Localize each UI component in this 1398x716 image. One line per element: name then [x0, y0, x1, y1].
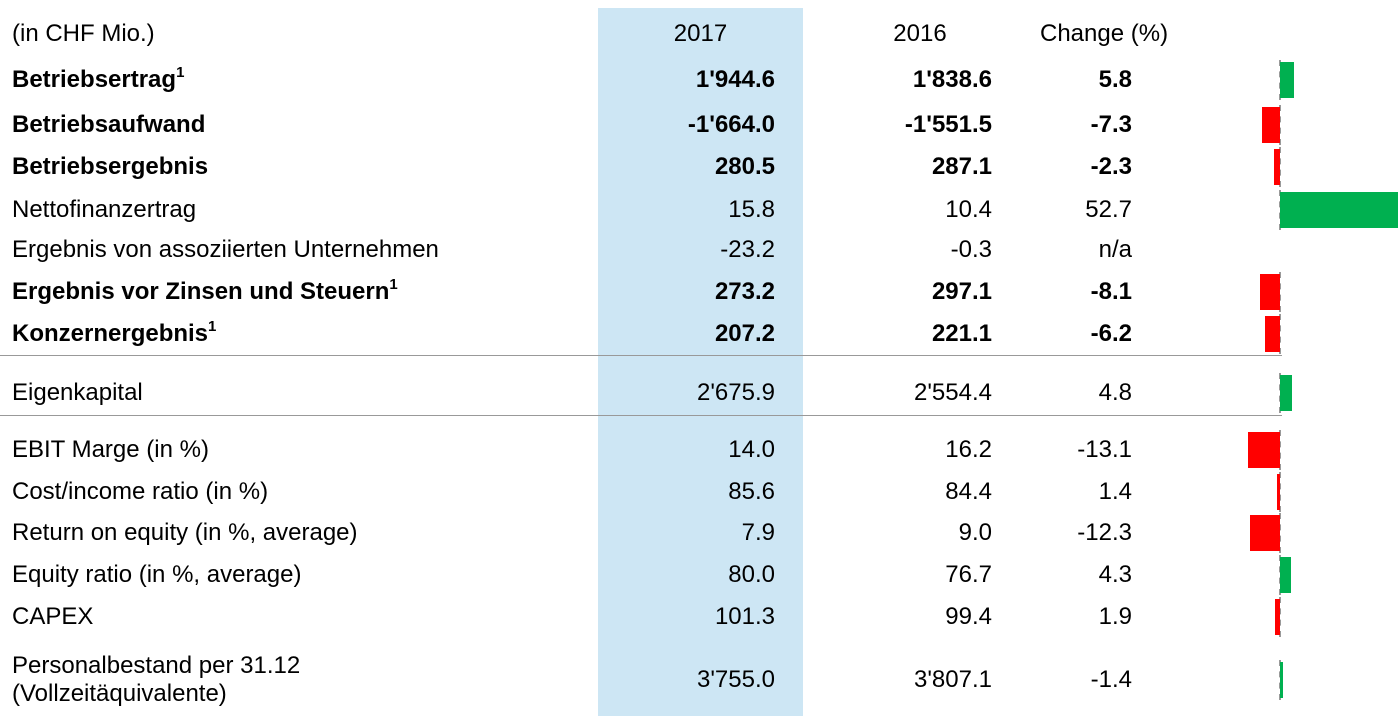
value-change: -6.2 [1090, 320, 1132, 347]
value-change: 4.3 [1098, 561, 1132, 588]
change-bar [1274, 149, 1280, 185]
bar-axis [1279, 513, 1281, 553]
value-2016: 287.1 [931, 153, 992, 180]
footnote-mark: 1 [389, 276, 398, 293]
bar-axis [1279, 472, 1281, 512]
change-bar [1280, 662, 1284, 698]
value-2016: 221.1 [931, 320, 992, 347]
change-bar [1260, 274, 1280, 310]
row-label: Betriebsaufwand [12, 111, 206, 138]
row-label: Ergebnis vor Zinsen und Steuern1 [12, 276, 398, 305]
value-2017: 14.0 [728, 436, 775, 463]
value-2017: 1'944.6 [695, 66, 775, 93]
value-2017: 280.5 [714, 153, 775, 180]
value-change: n/a [1098, 236, 1132, 263]
value-2017: 2'675.9 [697, 379, 775, 406]
change-bar [1280, 192, 1398, 228]
change-bar [1276, 474, 1280, 510]
bar-axis [1279, 147, 1281, 187]
row-label: Personalbestand per 31.12 (Vollzeitäquiv… [12, 652, 301, 707]
row-label: Konzernergebnis1 [12, 318, 217, 347]
row-label: Ergebnis von assoziierten Unternehmen [12, 236, 439, 263]
value-2016: 16.2 [945, 436, 992, 463]
footnote-mark: 1 [208, 318, 217, 335]
highlight-column [598, 8, 803, 716]
value-2016: 84.4 [945, 478, 992, 505]
footnote-mark: 1 [176, 64, 185, 81]
value-2017: 3'755.0 [697, 666, 775, 693]
value-change: 1.4 [1098, 478, 1132, 505]
bar-axis [1279, 314, 1281, 354]
value-2017: 15.8 [728, 196, 775, 223]
row-label: Cost/income ratio (in %) [12, 478, 269, 505]
separator [0, 415, 1282, 416]
row-label: Equity ratio (in %, average) [12, 561, 302, 588]
value-2016: 1'838.6 [912, 66, 992, 93]
change-bar [1275, 599, 1280, 635]
value-2016: 10.4 [945, 196, 992, 223]
value-change: 4.8 [1098, 379, 1132, 406]
value-2016: 3'807.1 [914, 666, 992, 693]
value-change: 5.8 [1098, 66, 1132, 93]
value-2017: 207.2 [714, 320, 775, 347]
value-2017: 273.2 [714, 278, 775, 305]
value-2017: 80.0 [728, 561, 775, 588]
change-bar [1262, 107, 1280, 143]
value-change: -2.3 [1090, 153, 1132, 180]
change-bar [1247, 432, 1280, 468]
value-change: -12.3 [1077, 519, 1132, 546]
change-bar [1280, 62, 1295, 98]
change-bar [1249, 515, 1280, 551]
change-bar [1280, 375, 1292, 411]
value-2016: -0.3 [950, 236, 992, 263]
value-2017: 101.3 [714, 603, 775, 630]
value-change: 52.7 [1085, 196, 1132, 223]
bar-axis [1279, 597, 1281, 637]
value-2017: 85.6 [728, 478, 775, 505]
row-label: Betriebsertrag1 [12, 64, 185, 93]
value-change: -13.1 [1077, 436, 1132, 463]
value-change: -7.3 [1090, 111, 1132, 138]
value-2016: 9.0 [958, 519, 992, 546]
value-2016: 99.4 [945, 603, 992, 630]
row-label: Betriebsergebnis [12, 153, 209, 180]
row-label: CAPEX [12, 603, 94, 630]
value-change: -1.4 [1090, 666, 1132, 693]
value-2017: -1'664.0 [687, 111, 775, 138]
bar-axis [1279, 105, 1281, 145]
row-label: Return on equity (in %, average) [12, 519, 358, 546]
header-label: (in CHF Mio.) [12, 20, 155, 47]
row-label: EBIT Marge (in %) [12, 436, 209, 463]
header-2017: 2017 [673, 20, 728, 47]
row-label: Eigenkapital [12, 379, 143, 406]
value-2016: 297.1 [931, 278, 992, 305]
separator [0, 355, 1282, 356]
value-change: -8.1 [1090, 278, 1132, 305]
bar-axis [1279, 272, 1281, 312]
change-bar [1280, 557, 1291, 593]
bar-axis [1279, 430, 1281, 470]
header-2016: 2016 [893, 20, 947, 47]
value-2017: 7.9 [741, 519, 775, 546]
change-bar [1264, 316, 1280, 352]
value-2016: 76.7 [945, 561, 992, 588]
header-change: Change (%) [1040, 20, 1169, 47]
value-2016: -1'551.5 [904, 111, 992, 138]
value-2017: -23.2 [720, 236, 775, 263]
value-change: 1.9 [1098, 603, 1132, 630]
value-2016: 2'554.4 [914, 379, 992, 406]
row-label: Nettofinanzertrag [12, 196, 197, 223]
